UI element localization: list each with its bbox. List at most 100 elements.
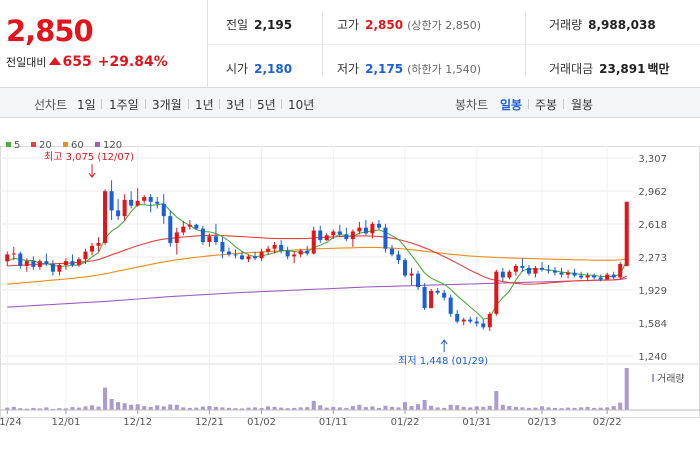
candle-body [31,261,36,267]
volume-cell: 거래량 8,988,038 [549,16,656,33]
candle [96,237,101,252]
candle-body [624,201,629,266]
range-1d-button[interactable]: 1일 [77,98,96,112]
trade-value-cell: 거래대금 23,891 백만 [549,60,670,77]
candle-body [592,275,597,278]
ma60-line [7,246,627,285]
candle [103,189,108,245]
candle [429,288,434,309]
period-weekly-button[interactable]: 주봉 [535,98,558,112]
volume-bar [363,407,368,410]
candle [585,272,590,282]
candle [448,294,453,317]
candle [539,262,544,272]
candle-body [200,228,205,243]
candle-body [344,234,349,240]
period-daily-button[interactable]: 일봉 [500,98,523,112]
candle-body [18,253,23,266]
candle [50,260,55,276]
candle [37,259,42,270]
candle [70,254,75,267]
volume-bar [605,407,610,410]
candle [63,258,68,270]
volume-bar [331,406,336,410]
low-label: 저가 [337,62,360,76]
lower-limit: (하한가 1,540) [407,63,481,76]
volume-bar [507,406,512,410]
candle-body [579,275,584,278]
x-tick-label: 11/24 [0,417,22,428]
volume-bar [109,398,114,410]
candle-body [194,224,199,229]
volume-label: 거래량 [549,18,583,32]
candle-body [181,226,186,233]
volume-legend-swatch [652,374,654,382]
candlestick-chart[interactable]: 5 20 60 120 3,307 2,962 2,618 2,273 1,929 1,584 1… [0,120,700,450]
candle-body [507,271,512,278]
candle [220,237,225,259]
range-3m-button[interactable]: 3개월 [152,98,182,112]
candle [605,272,610,281]
candle [442,289,447,301]
candle [546,264,551,274]
volume-bar [135,404,140,410]
candle-body [311,230,316,254]
y-tick-label: 1,584 [638,319,667,330]
range-10y-button[interactable]: 10년 [288,98,315,112]
candles-layer [5,180,629,332]
candle-body [481,323,486,328]
candle-body [552,270,558,273]
candle [174,227,179,255]
volume-bar [539,406,544,410]
candle-body [331,231,336,236]
volume-bar [435,407,440,410]
high-arrow-head-icon [88,172,96,179]
volume-bar [376,407,381,410]
candle [31,256,36,270]
volume-bar [344,407,349,410]
range-5y-button[interactable]: 5년 [257,98,276,112]
volume-bar [5,407,10,410]
candle [253,251,258,261]
period-monthly-button[interactable]: 월봉 [571,98,594,112]
low-value: 2,175 [365,62,404,76]
candle-body [213,236,218,243]
range-1y-button[interactable]: 1년 [195,98,214,112]
volume-bar [370,406,375,410]
candle [337,224,342,238]
legend-label-60: 60 [71,140,84,151]
open-label: 시가 [226,62,249,76]
candle [109,180,114,220]
range-1w-button[interactable]: 1주일 [109,98,139,112]
volume-bar [18,408,23,410]
candle-body [442,292,447,298]
candle-body [24,261,29,266]
candle [435,287,440,295]
candle-body [142,196,147,201]
candle-body [161,203,166,217]
volume-bar [461,406,466,410]
current-price: 2,850 [6,14,94,48]
candle-body [396,254,401,261]
candle [122,194,127,221]
candle [239,251,245,261]
candle-body [520,265,525,268]
candle [246,254,251,263]
volume-bar [324,407,329,410]
candle [611,271,616,280]
range-3y-button[interactable]: 3년 [226,98,245,112]
candle [579,271,584,280]
chart-toolbar: 선차트 1일 1주일 3개월 1년 3년 5년 10년 봉차트 일봉 주봉 월봉 [0,88,700,118]
candle-body [50,264,55,272]
candle [357,221,362,235]
candle-body [566,272,571,275]
candle [422,283,427,311]
low-arrow-head-icon [440,339,448,345]
candle-body [318,230,323,241]
volume-bar [416,404,421,410]
volume-bar [96,406,101,410]
volume-value: 8,988,038 [588,18,656,32]
volume-bar [618,402,623,410]
candle [305,245,310,256]
